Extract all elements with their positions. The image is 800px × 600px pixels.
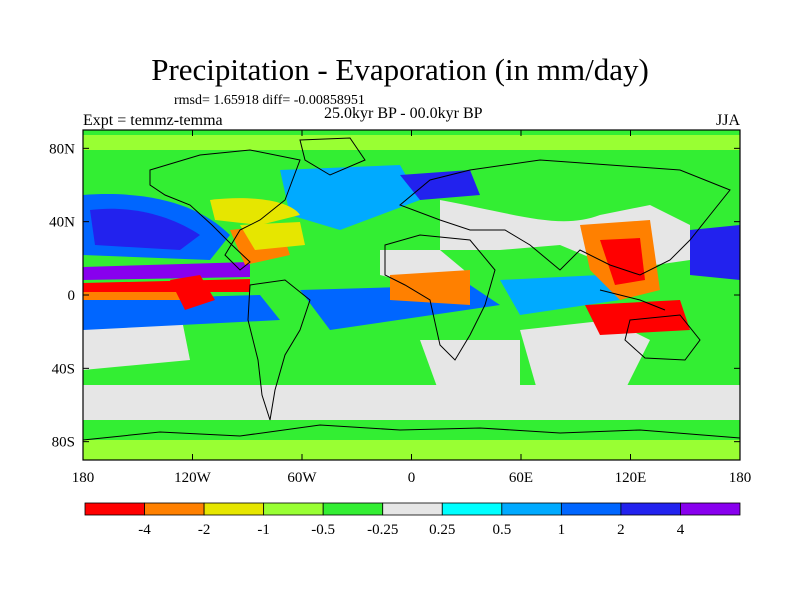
field-patch-red-eastpac	[170, 275, 215, 310]
experiment-label: Expt = temmz-temma	[83, 112, 223, 129]
x-tick-label: 0	[408, 470, 416, 486]
colorbar-label: -0.5	[311, 522, 335, 538]
x-tick-label: 60E	[509, 470, 533, 486]
y-tick-label: 80S	[52, 435, 75, 451]
plot-title: Precipitation - Evaporation (in mm/day)	[151, 52, 649, 87]
coast-greenland	[299, 137, 366, 176]
colorbar-box	[322, 502, 384, 516]
colorbar-label: 1	[558, 522, 566, 538]
stats-text: rmsd= 1.65918 diff= -0.00858951	[174, 93, 365, 108]
y-tick-label: 40N	[49, 215, 75, 231]
season-label: JJA	[716, 112, 741, 129]
field-patch-purple-itcz	[83, 262, 250, 280]
field-patch-zero-southern	[83, 385, 740, 420]
coast-indonesia	[599, 289, 666, 311]
colorbar-box	[144, 502, 205, 516]
coast-eurasia	[399, 159, 731, 276]
colorbar-box	[84, 502, 145, 516]
field-patch-yellow-namerica	[210, 198, 300, 225]
coast-antarctica	[82, 424, 741, 441]
colorbar-box	[560, 502, 622, 516]
y-tick-label: 0	[68, 288, 76, 304]
colorbar-label: 2	[617, 522, 625, 538]
x-tick-label: 180	[729, 470, 752, 486]
y-tick-label: 80N	[49, 141, 75, 157]
colorbar-box	[441, 502, 503, 516]
colorbar-label: 0.5	[492, 522, 511, 538]
field-patch-blue-ind	[500, 275, 620, 315]
map-axes: 180 120W 60W 0 60E 120E 180 80N 40N 0 40S 80S	[49, 130, 751, 486]
x-tick-label: 120E	[615, 470, 647, 486]
field-patch-blue-spac	[83, 295, 280, 330]
colorbar-label: 0.25	[429, 522, 455, 538]
field-patch-darkblue-npac	[90, 208, 200, 250]
coast-south-america	[247, 279, 311, 421]
field-patch-lightgreen-antarctic	[83, 440, 740, 460]
colorbar-label: -0.25	[367, 522, 398, 538]
coast-north-america	[149, 149, 301, 271]
coastlines	[82, 137, 741, 441]
field-patch-zero-indian	[520, 320, 650, 400]
colorbar-label: -2	[198, 522, 211, 538]
colorbar-box	[501, 502, 562, 516]
colorbar-box	[263, 502, 324, 516]
y-tick-label: 40S	[52, 361, 75, 377]
field-patch-lightgreen-arctic	[83, 135, 740, 150]
field-patch-darkblue-europe	[400, 170, 480, 200]
field-patch-red-maritime	[585, 300, 690, 335]
colorbar-box	[680, 502, 741, 516]
field-patch-orange-guinea	[390, 270, 470, 305]
coast-australia	[624, 314, 701, 361]
field-patch-blue-natl	[280, 165, 420, 230]
colorbar-box	[620, 502, 681, 516]
colorbar-label: 4	[677, 522, 685, 538]
period-label: 25.0kyr BP - 00.0kyr BP	[324, 105, 483, 122]
field-patch-darkblue-wpac	[690, 225, 740, 280]
coast-africa	[384, 234, 496, 361]
x-tick-label: 180	[72, 470, 95, 486]
x-tick-label: 60W	[287, 470, 317, 486]
field-patch-orange-eqpac	[83, 292, 180, 300]
colorbar-label: -4	[138, 522, 151, 538]
colorbar-box	[382, 502, 443, 516]
field-patch-yellow-gulf	[240, 222, 305, 250]
colorbar-box	[203, 502, 265, 516]
x-tick-label: 120W	[174, 470, 212, 486]
colorbar-boxes: -4 -2 -1 -0.5 -0.25 0.25 0.5 1 2 4	[84, 502, 741, 538]
colorbar-label: -1	[257, 522, 270, 538]
field-layer	[83, 130, 740, 460]
